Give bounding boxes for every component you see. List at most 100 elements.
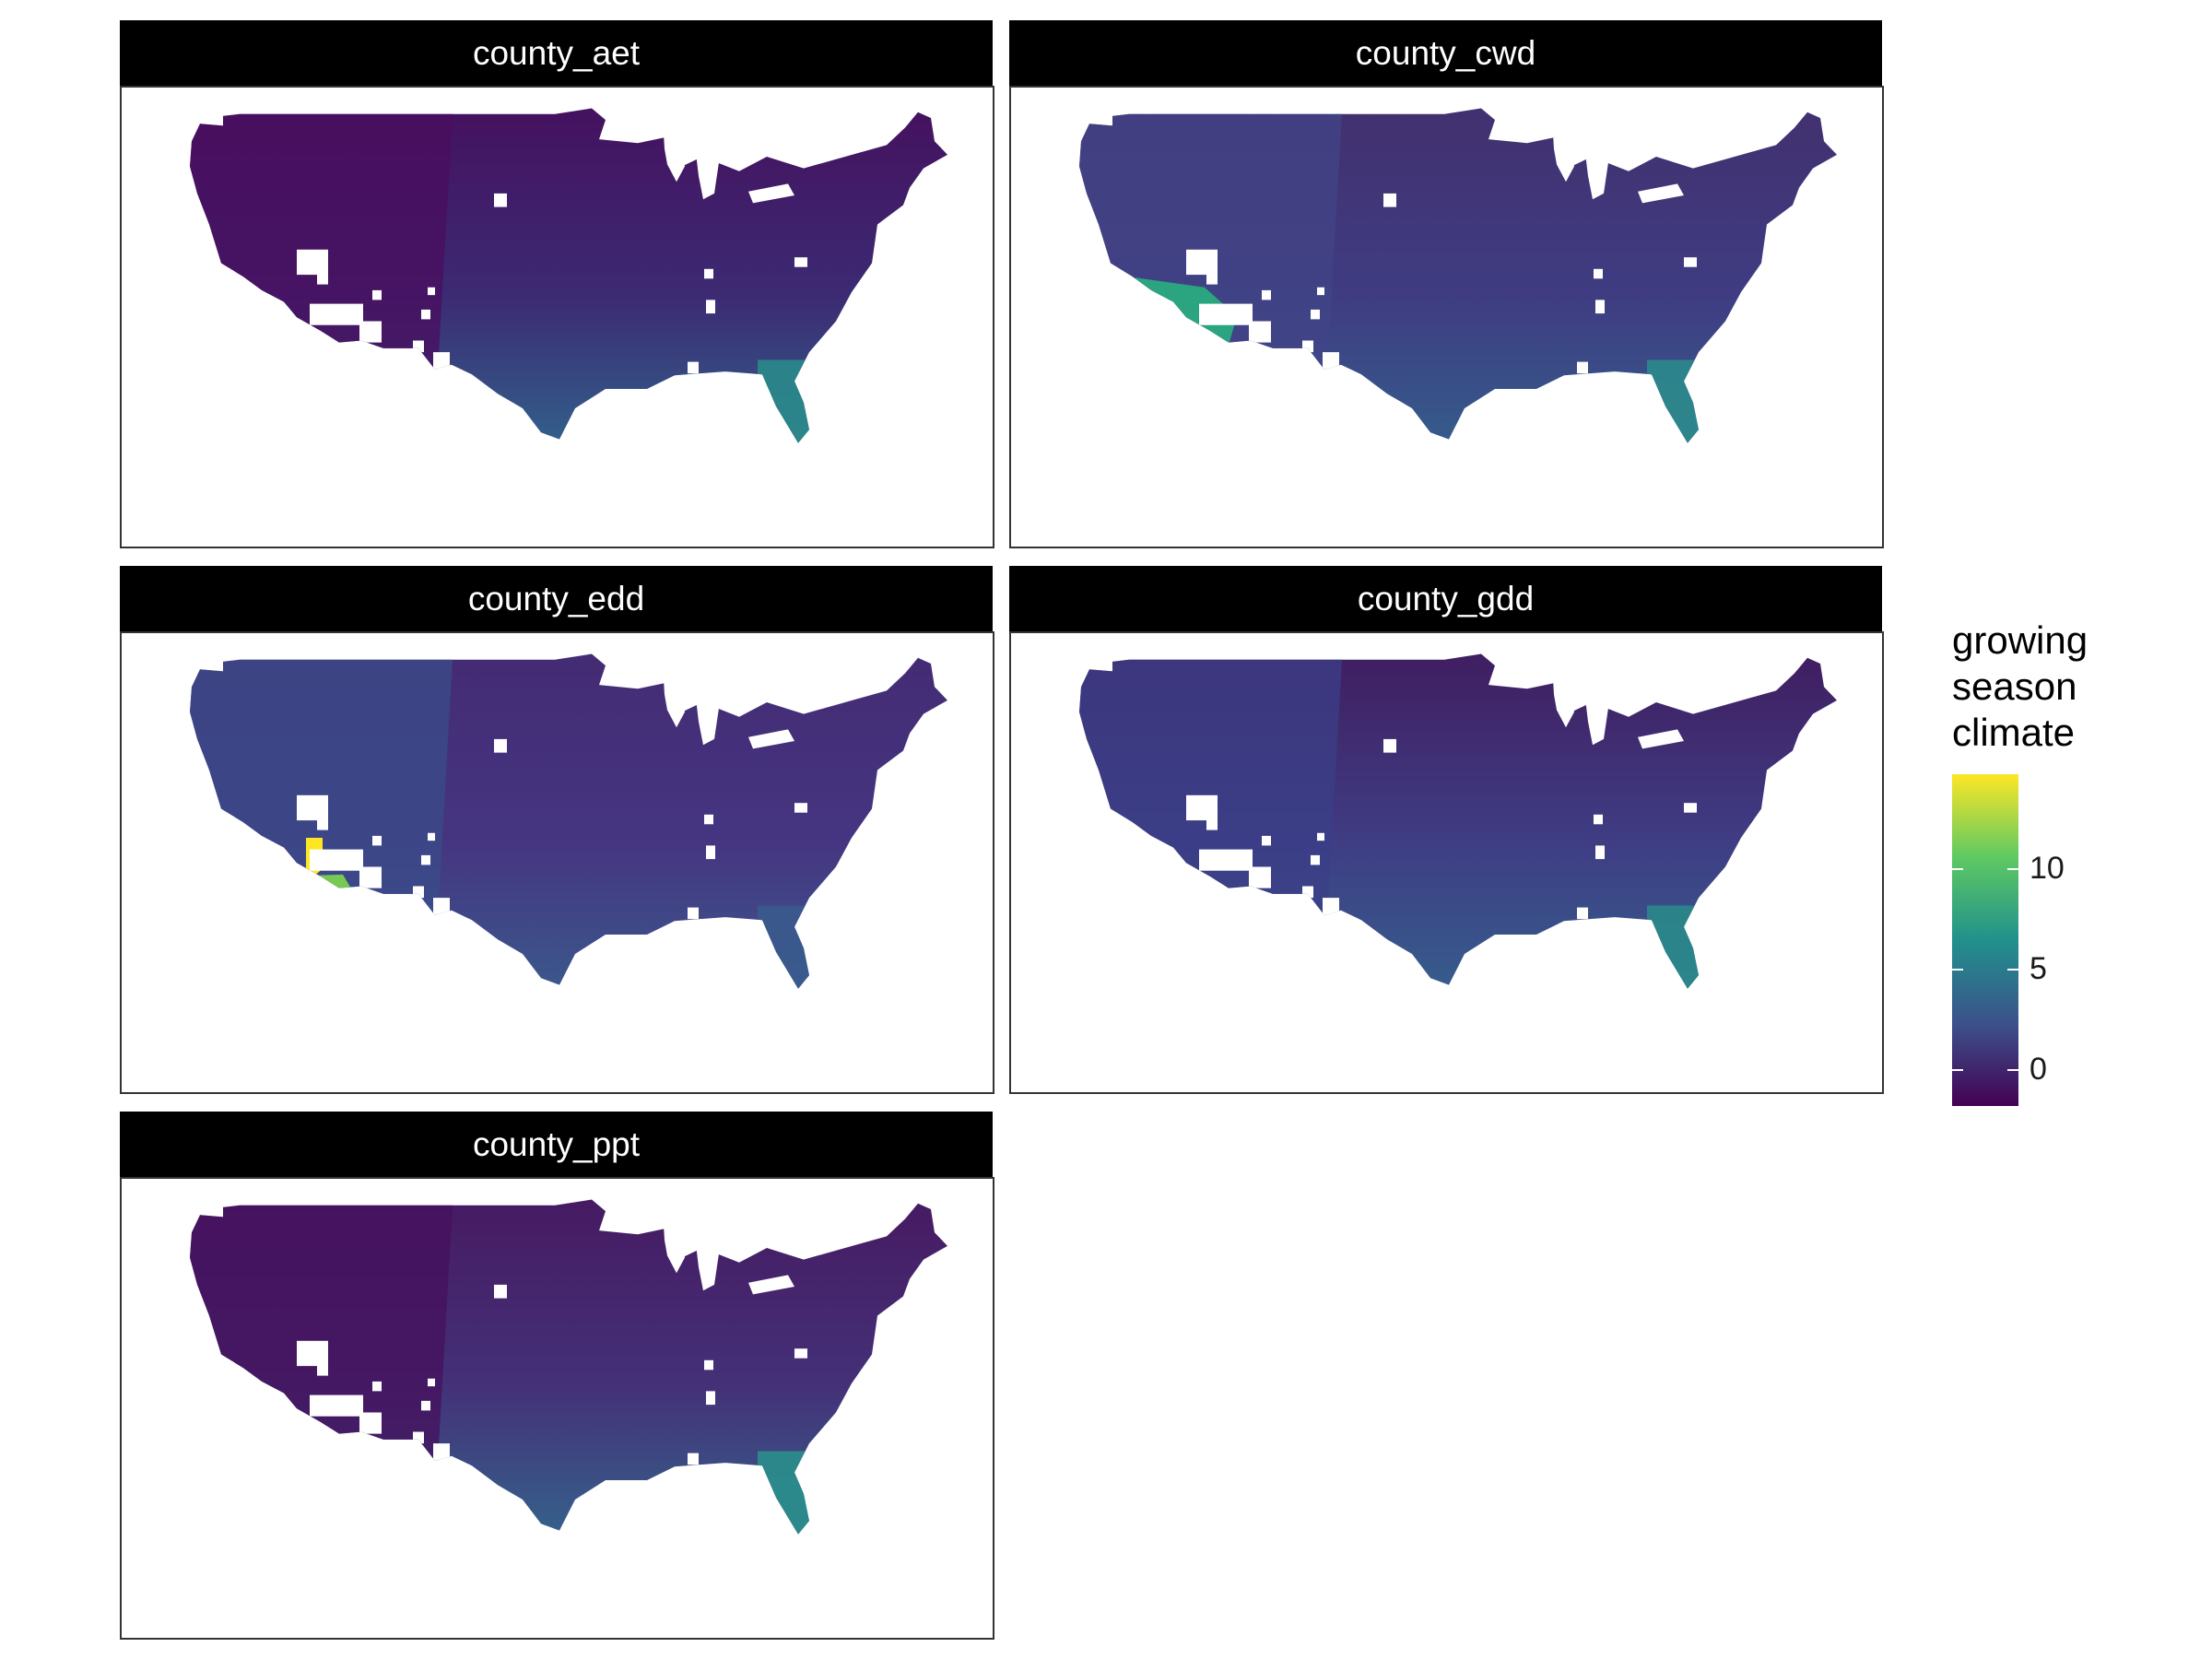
legend-title: growing season climate bbox=[1952, 618, 2192, 756]
map-missing-county bbox=[1262, 289, 1271, 300]
map-plot-area bbox=[1009, 86, 1884, 548]
legend-tick-mark bbox=[1952, 968, 1963, 971]
map-region-florida bbox=[758, 1451, 822, 1535]
map-missing-county bbox=[317, 818, 328, 830]
map-missing-county bbox=[1203, 342, 1214, 353]
legend-title-line: growing bbox=[1952, 618, 2088, 662]
map-plot-area bbox=[120, 86, 994, 548]
map-missing-county bbox=[1311, 309, 1320, 320]
panel-strip: county_edd bbox=[120, 566, 993, 631]
map-hotspot bbox=[276, 874, 357, 904]
map-missing-county bbox=[1323, 352, 1339, 372]
map-missing-county bbox=[313, 342, 324, 353]
map-missing-county bbox=[1684, 257, 1697, 267]
legend-tick-label: 0 bbox=[2030, 1051, 2047, 1087]
map-missing-county bbox=[1311, 854, 1320, 865]
map-lake bbox=[1553, 678, 1574, 728]
map-missing-county bbox=[704, 1359, 713, 1371]
map-missing-county bbox=[794, 803, 807, 813]
map-missing-county bbox=[297, 1340, 328, 1367]
map-missing-county bbox=[1577, 361, 1588, 374]
map-missing-county bbox=[1323, 898, 1339, 918]
map-plot-area bbox=[1009, 631, 1884, 1094]
legend-tick-label: 5 bbox=[2030, 950, 2047, 986]
map-missing-county bbox=[361, 1451, 378, 1467]
map-missing-county bbox=[297, 249, 328, 276]
map-missing-county bbox=[706, 300, 715, 314]
map-missing-county bbox=[688, 907, 699, 920]
map-missing-county bbox=[1383, 738, 1396, 753]
map-missing-county bbox=[380, 917, 394, 931]
panel-county-ppt: county_ppt bbox=[120, 1112, 994, 1640]
map-missing-county bbox=[1206, 818, 1218, 830]
panel-strip: county_ppt bbox=[120, 1112, 993, 1177]
map-missing-county bbox=[428, 1378, 435, 1387]
panel-county-aet: county_aet bbox=[120, 20, 994, 548]
map-missing-county bbox=[380, 1463, 394, 1477]
panel-county-cwd: county_cwd bbox=[1009, 20, 1884, 548]
map-region-florida bbox=[1647, 905, 1712, 989]
panel-strip: county_gdd bbox=[1009, 566, 1882, 631]
map-missing-county bbox=[413, 1431, 424, 1444]
map-missing-county bbox=[372, 835, 382, 846]
map-lake bbox=[695, 1236, 719, 1291]
map-lake bbox=[664, 133, 685, 182]
map-lake bbox=[695, 690, 719, 746]
color-legend: growing season climate 10 5 0 bbox=[1952, 618, 2192, 1134]
panel-label: county_edd bbox=[467, 579, 645, 618]
map-missing-county bbox=[688, 1453, 699, 1465]
map-lake bbox=[1553, 133, 1574, 182]
panel-label: county_aet bbox=[472, 33, 641, 72]
map-missing-county bbox=[1249, 866, 1271, 888]
map-missing-county bbox=[1594, 814, 1603, 825]
legend-tick-mark bbox=[1952, 1068, 1963, 1071]
map-lake bbox=[664, 678, 685, 728]
map-region-florida bbox=[1647, 359, 1712, 443]
map-missing-county bbox=[494, 193, 507, 207]
map-missing-county bbox=[359, 866, 382, 888]
us-county-map bbox=[1079, 653, 1837, 989]
map-missing-county bbox=[428, 832, 435, 841]
map-missing-county bbox=[494, 738, 507, 753]
panel-strip: county_cwd bbox=[1009, 20, 1882, 86]
map-missing-county bbox=[1206, 273, 1218, 285]
map-missing-county bbox=[413, 886, 424, 899]
map-lake bbox=[695, 145, 719, 200]
map-missing-county bbox=[1595, 300, 1605, 314]
map-missing-county bbox=[688, 361, 699, 374]
map-missing-county bbox=[1684, 803, 1697, 813]
map-region-florida bbox=[758, 359, 822, 443]
map-missing-county bbox=[1317, 287, 1324, 296]
panel-county-edd: county_edd bbox=[120, 566, 994, 1094]
map-missing-county bbox=[794, 257, 807, 267]
map-missing-county bbox=[317, 1364, 328, 1376]
map-missing-county bbox=[359, 321, 382, 343]
map-missing-county bbox=[1251, 905, 1267, 922]
map-missing-county bbox=[433, 898, 450, 918]
map-missing-county bbox=[1186, 249, 1218, 276]
map-missing-county bbox=[428, 287, 435, 296]
map-missing-county bbox=[421, 854, 430, 865]
map-lake bbox=[664, 1224, 685, 1274]
map-missing-county bbox=[1577, 907, 1588, 920]
map-missing-county bbox=[1595, 845, 1605, 860]
map-missing-county bbox=[1302, 340, 1313, 353]
panel-strip: county_aet bbox=[120, 20, 993, 86]
map-plot-area bbox=[120, 1177, 994, 1640]
map-missing-county bbox=[1269, 917, 1284, 931]
map-missing-county bbox=[421, 1400, 430, 1411]
map-missing-county bbox=[372, 1381, 382, 1392]
map-lake bbox=[748, 183, 794, 204]
panel-county-gdd: county_gdd bbox=[1009, 566, 1884, 1094]
map-region-florida bbox=[758, 905, 822, 989]
map-missing-county bbox=[1203, 888, 1214, 899]
map-missing-county bbox=[704, 814, 713, 825]
map-missing-county bbox=[706, 845, 715, 860]
map-missing-county bbox=[1302, 886, 1313, 899]
map-missing-county bbox=[1262, 835, 1271, 846]
map-missing-county bbox=[1249, 321, 1271, 343]
map-missing-county bbox=[1594, 268, 1603, 279]
map-missing-county bbox=[317, 273, 328, 285]
map-missing-county bbox=[313, 888, 324, 899]
